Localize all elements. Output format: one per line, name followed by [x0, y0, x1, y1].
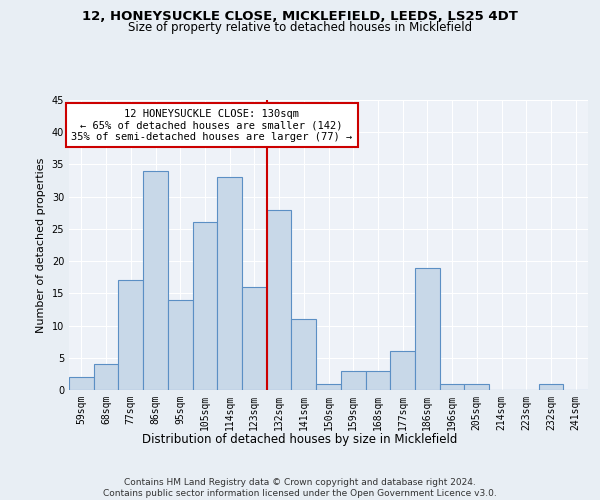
Text: Contains HM Land Registry data © Crown copyright and database right 2024.
Contai: Contains HM Land Registry data © Crown c…	[103, 478, 497, 498]
Bar	[267, 210, 292, 390]
Bar	[193, 222, 217, 390]
Bar	[415, 268, 440, 390]
Bar	[242, 287, 267, 390]
Bar	[292, 319, 316, 390]
Bar	[464, 384, 489, 390]
Text: Distribution of detached houses by size in Micklefield: Distribution of detached houses by size …	[142, 432, 458, 446]
Bar	[168, 300, 193, 390]
Bar	[94, 364, 118, 390]
Bar	[390, 352, 415, 390]
Bar	[69, 377, 94, 390]
Text: 12, HONEYSUCKLE CLOSE, MICKLEFIELD, LEEDS, LS25 4DT: 12, HONEYSUCKLE CLOSE, MICKLEFIELD, LEED…	[82, 10, 518, 23]
Y-axis label: Number of detached properties: Number of detached properties	[36, 158, 46, 332]
Bar	[316, 384, 341, 390]
Bar	[365, 370, 390, 390]
Bar	[143, 171, 168, 390]
Text: 12 HONEYSUCKLE CLOSE: 130sqm
← 65% of detached houses are smaller (142)
35% of s: 12 HONEYSUCKLE CLOSE: 130sqm ← 65% of de…	[71, 108, 352, 142]
Bar	[539, 384, 563, 390]
Text: Size of property relative to detached houses in Micklefield: Size of property relative to detached ho…	[128, 21, 472, 34]
Bar	[440, 384, 464, 390]
Bar	[217, 178, 242, 390]
Bar	[118, 280, 143, 390]
Bar	[341, 370, 365, 390]
